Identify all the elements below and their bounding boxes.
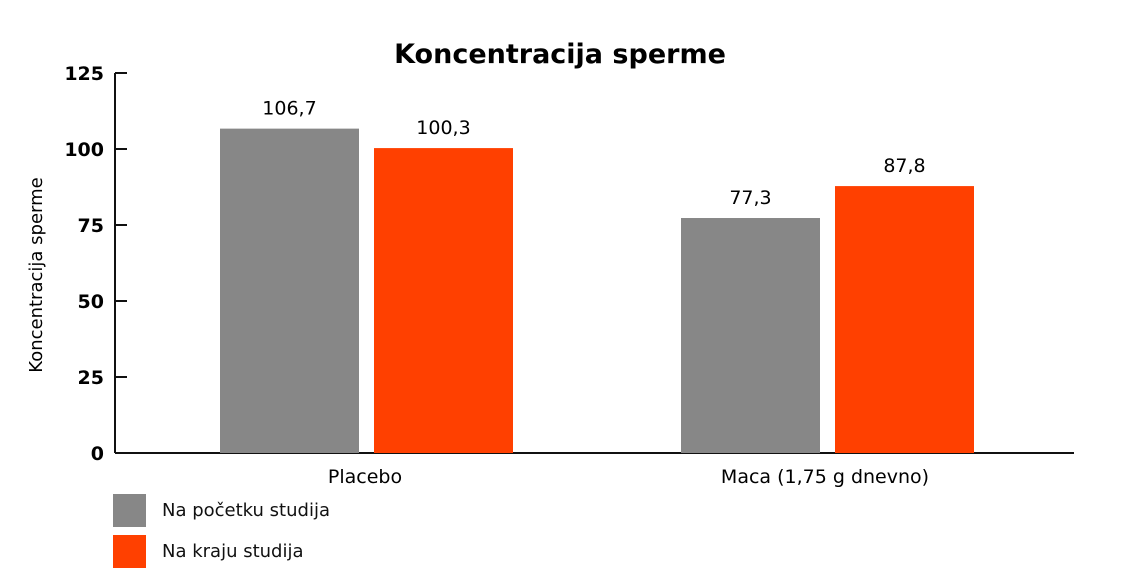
legend-swatch-end: [113, 534, 146, 568]
legend-label-end: Na kraju studija: [162, 540, 304, 562]
y-axis-label: Koncentracija sperme: [26, 177, 47, 372]
legend: Na početku studija Na kraju studija: [113, 492, 330, 574]
y-ticks: 0 25 50 75 100 125: [64, 63, 127, 465]
x-category-label: Maca (1,75 g dnevno): [721, 466, 929, 488]
legend-item-end: Na kraju studija: [113, 533, 330, 569]
bar-end-1: [835, 186, 974, 453]
chart-title: Koncentracija sperme: [394, 39, 726, 70]
y-tick-label: 125: [64, 63, 104, 85]
x-category-label: Placebo: [328, 466, 402, 488]
y-tick-label: 75: [78, 215, 104, 237]
legend-item-start: Na početku studija: [113, 492, 330, 528]
y-tick-label: 0: [91, 443, 104, 465]
bar-chart: Koncentracija sperme Koncentracija sperm…: [26, 39, 1074, 488]
data-label: 106,7: [262, 98, 316, 120]
legend-label-start: Na početku studija: [162, 499, 330, 521]
x-category-labels: Placebo Maca (1,75 g dnevno): [328, 466, 929, 488]
data-label: 100,3: [416, 117, 470, 139]
y-tick-label: 50: [78, 291, 104, 313]
bar-start-0: [220, 128, 359, 453]
legend-swatch-start: [113, 493, 146, 527]
bars: 106,7 100,3 77,3 87,8: [220, 98, 974, 453]
data-label: 77,3: [729, 187, 771, 209]
y-tick-label: 25: [78, 367, 104, 389]
y-tick-label: 100: [64, 139, 104, 161]
data-label: 87,8: [883, 155, 925, 177]
bar-end-0: [374, 148, 513, 453]
bar-start-1: [681, 218, 820, 453]
